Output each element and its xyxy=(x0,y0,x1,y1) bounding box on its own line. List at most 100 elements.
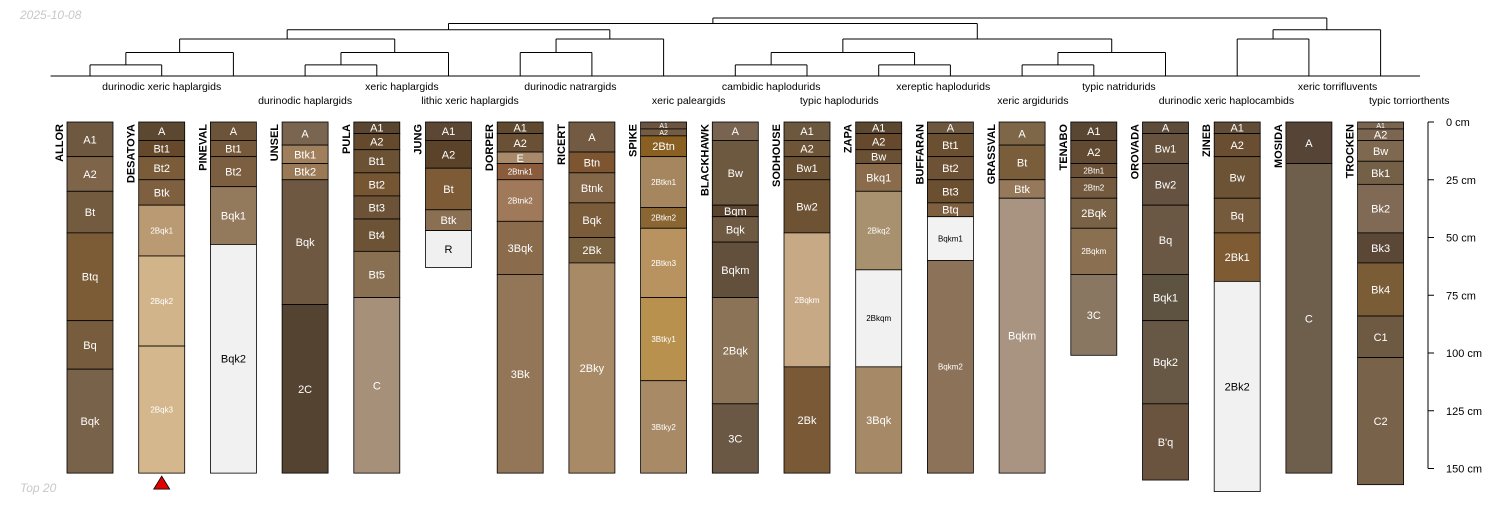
horizon-label: Bqk xyxy=(81,416,100,428)
horizon-dorper xyxy=(496,220,544,275)
horizon-label: A xyxy=(230,126,238,138)
taxonomy-label: xeric argidurids xyxy=(997,95,1068,107)
profile-name: PINEVAL xyxy=(197,124,209,171)
horizon-pineval xyxy=(209,244,257,474)
profile-name: MOSIDA xyxy=(1273,124,1285,168)
horizon-label: Bqk2 xyxy=(221,354,246,366)
horizon-trocken xyxy=(1357,183,1404,234)
horizon-ricert xyxy=(568,262,616,474)
horizon-label: Bqk1 xyxy=(221,211,246,223)
horizon-label: A2 xyxy=(442,149,455,161)
profile-name: TENABO xyxy=(1058,124,1070,171)
horizon-label: Bq xyxy=(1159,235,1172,247)
horizon-spike xyxy=(640,156,687,208)
horizon-label: A1 xyxy=(370,123,383,135)
horizon-label: 2Btn xyxy=(652,141,675,153)
horizon-desatoya xyxy=(138,204,186,257)
horizon-pula xyxy=(353,297,401,474)
horizon-label: Bk1 xyxy=(1371,168,1390,180)
horizon-label: A2 xyxy=(513,138,526,150)
horizon-zapa xyxy=(855,269,903,368)
horizon-allor xyxy=(66,232,114,322)
horizon-sodhouse xyxy=(783,179,831,234)
taxonomy-label: typic haplodurids xyxy=(800,95,879,107)
horizon-label: Bk3 xyxy=(1371,243,1390,255)
taxonomy-label: durinodic natrargids xyxy=(524,81,616,93)
horizon-label: Bw xyxy=(1230,172,1245,184)
profile-name: ALLOR xyxy=(54,124,66,162)
horizon-label: Bw xyxy=(1373,146,1388,158)
horizon-jung xyxy=(425,230,472,268)
horizon-label: A1 xyxy=(1087,126,1100,138)
horizon-label: A xyxy=(947,123,955,135)
horizon-label: Bw xyxy=(871,152,886,164)
date-stamp: 2025-10-08 xyxy=(20,8,82,22)
horizon-label: A2 xyxy=(872,137,885,149)
horizon-label: Bqk2 xyxy=(1153,357,1178,369)
horizon-label: A1 xyxy=(1230,123,1243,135)
horizon-desatoya xyxy=(138,345,186,474)
horizon-label: 3Bqk xyxy=(866,415,892,427)
horizon-zapa xyxy=(855,366,903,474)
horizon-label: Btk xyxy=(1014,184,1030,196)
horizon-allor xyxy=(66,121,114,158)
horizon-label: 3C xyxy=(1087,310,1101,322)
horizon-label: 2Btkn2 xyxy=(651,214,676,223)
horizon-blackhawk xyxy=(711,216,759,243)
horizon-label: 2Bqk3 xyxy=(150,405,173,414)
depth-axis-tick-label: 100 cm xyxy=(1446,348,1482,360)
horizon-label: 2Bkq2 xyxy=(867,226,890,235)
profile-name: SODHOUSE xyxy=(771,124,783,187)
horizon-label: 2Bkqm xyxy=(866,314,891,323)
horizon-label: B'q xyxy=(1158,437,1174,449)
horizon-buffaran xyxy=(927,216,974,262)
taxonomy-label: xeric haplargids xyxy=(365,81,439,93)
horizon-label: C xyxy=(373,380,381,392)
horizon-label: Bw2 xyxy=(796,201,817,213)
depth-axis-tick-label: 25 cm xyxy=(1446,175,1476,187)
profile-name: TROCKEN xyxy=(1345,124,1357,178)
horizon-label: 2Bk xyxy=(798,415,817,427)
horizon-label: A1 xyxy=(659,123,668,130)
horizon-label: Bqk xyxy=(582,215,601,227)
profile-name: SPIKE xyxy=(628,124,640,157)
horizon-label: Bt1 xyxy=(369,156,386,168)
horizon-label: Bw xyxy=(728,168,743,180)
horizon-label: Bt xyxy=(1017,157,1027,169)
horizon-label: 2Bk2 xyxy=(1225,381,1250,393)
horizon-pineval xyxy=(209,156,257,188)
horizon-label: 2Btn1 xyxy=(1083,166,1104,175)
horizon-blackhawk xyxy=(711,140,759,206)
horizon-label: Bkq1 xyxy=(866,172,891,184)
horizon-label: Btk xyxy=(441,215,457,227)
horizon-label: Bt2 xyxy=(942,163,959,175)
horizon-label: A2 xyxy=(800,144,813,156)
horizon-label: Bqkm xyxy=(1008,331,1036,343)
horizon-label: 2Btkn1 xyxy=(651,178,676,187)
depth-axis-tick-label: 75 cm xyxy=(1446,290,1476,302)
horizon-label: Bt1 xyxy=(942,140,959,152)
horizon-label: 2C xyxy=(298,384,312,396)
horizon-label: 2Btnk2 xyxy=(508,196,533,205)
horizon-label: Bt3 xyxy=(942,186,959,198)
horizon-jung xyxy=(425,140,472,169)
horizon-grassval xyxy=(998,144,1046,181)
horizon-blackhawk xyxy=(711,241,759,298)
horizon-orovada xyxy=(1142,204,1189,275)
taxonomy-label: xeric paleargids xyxy=(652,95,726,107)
horizon-zineb xyxy=(1213,232,1261,282)
horizon-label: Btk xyxy=(154,187,170,199)
horizon-label: Btq xyxy=(82,272,99,284)
taxonomy-label: durinodic haplargids xyxy=(258,95,352,107)
horizon-label: Bw1 xyxy=(1155,144,1176,156)
horizon-orovada xyxy=(1142,163,1189,206)
profile-name: UNSEL xyxy=(269,124,281,162)
horizon-label: C1 xyxy=(1374,332,1388,344)
horizon-label: Bt5 xyxy=(369,269,386,281)
horizon-unsel xyxy=(281,304,329,474)
profile-marker xyxy=(152,475,171,490)
horizon-label: Btn xyxy=(584,157,601,169)
horizon-spike xyxy=(640,227,687,298)
